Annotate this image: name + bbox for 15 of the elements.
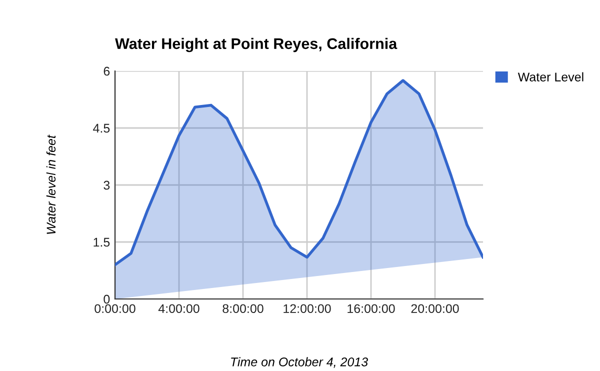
legend-label: Water Level — [518, 72, 584, 82]
y-tick-label: 6 — [104, 66, 110, 76]
x-tick-label: 20:00:00 — [411, 304, 459, 314]
y-axis-title: Water level in feet — [46, 134, 56, 234]
x-tick-label: 12:00:00 — [284, 304, 331, 314]
x-tick-label: 4:00:00 — [158, 304, 200, 314]
x-tick-label: 8:00:00 — [222, 304, 264, 314]
chart-title: Water Height at Point Reyes, California — [115, 38, 398, 52]
y-tick-label: 3 — [104, 180, 110, 190]
x-tick-label: 0:00:00 — [94, 304, 136, 314]
y-tick-label: 0 — [104, 294, 110, 304]
x-axis-title: Time on October 4, 2013 — [231, 357, 368, 368]
y-tick-label: 4.5 — [93, 124, 110, 133]
y-tick-label: 1.5 — [94, 238, 110, 247]
x-tick-label: 16:00:00 — [348, 304, 395, 314]
